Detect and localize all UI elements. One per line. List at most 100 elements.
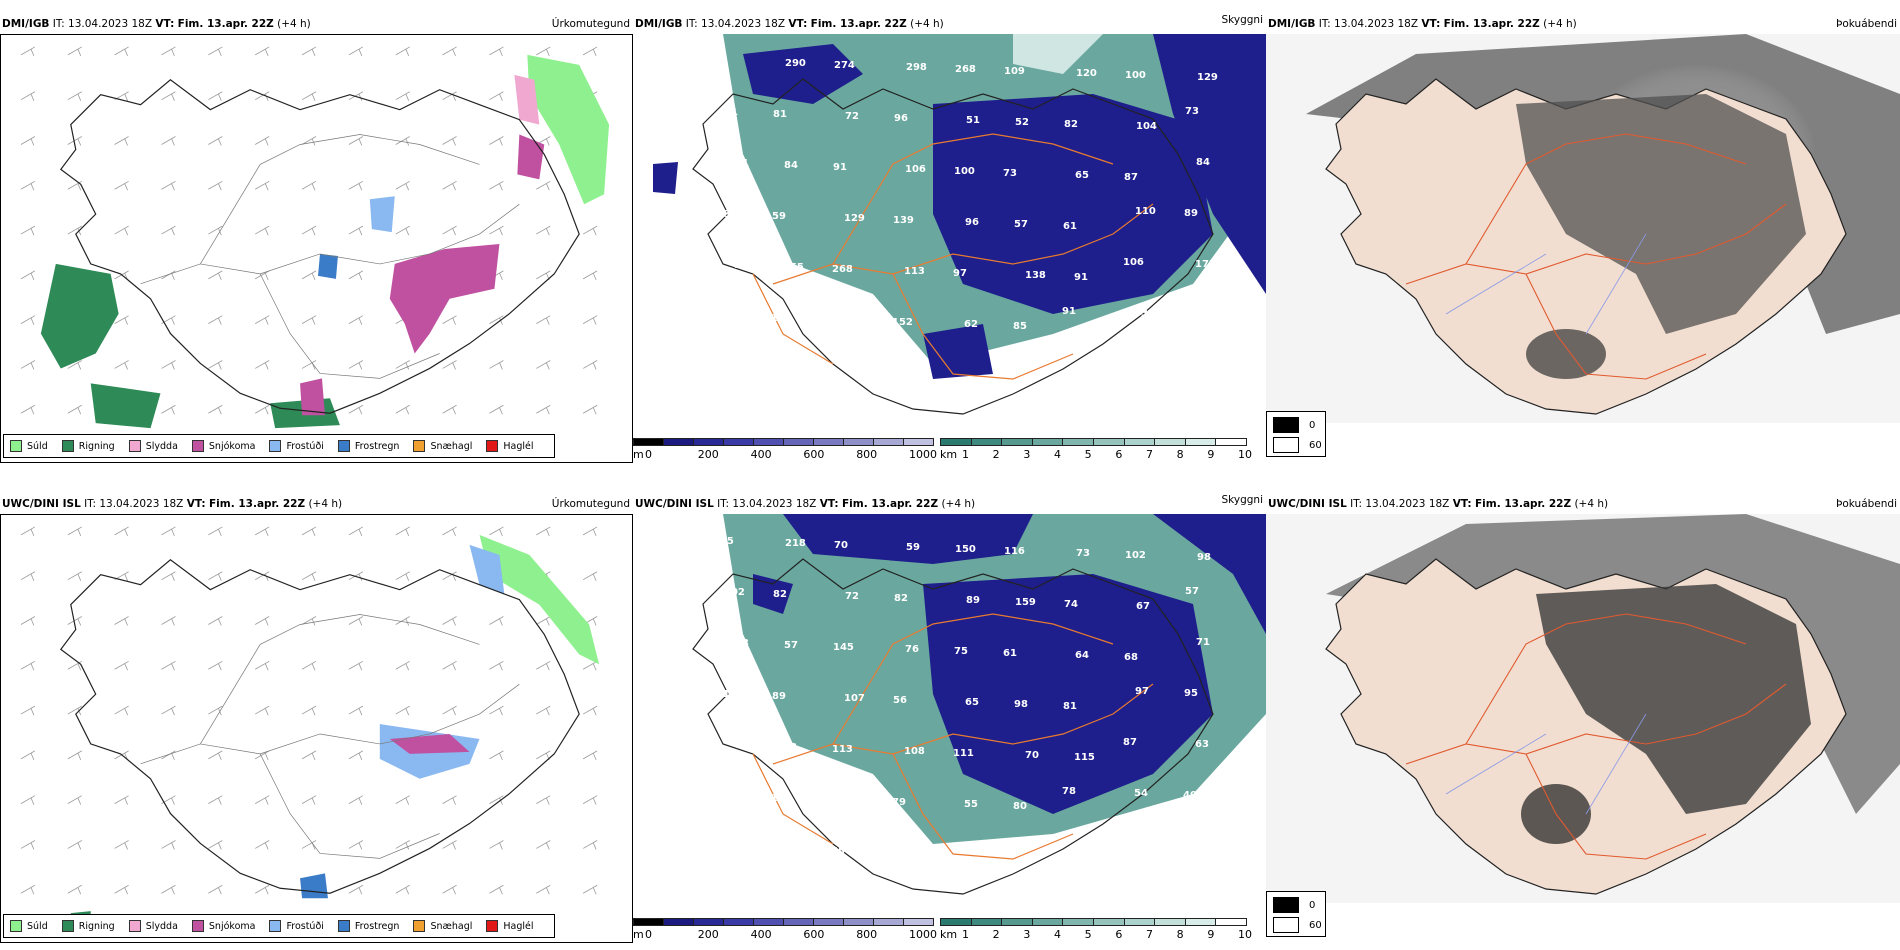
- colorbar-segment: [1215, 438, 1247, 446]
- cloud-base-value: 138: [1025, 270, 1046, 281]
- wind-barb-icon: [442, 705, 457, 716]
- wind-barb-icon: [254, 705, 270, 716]
- wind-barb-icon: [442, 136, 457, 146]
- wind-barb-icon: [536, 660, 551, 671]
- init-time: IT: 13.04.2023 18Z: [84, 498, 184, 510]
- cloud-base-value: 102: [1125, 550, 1146, 561]
- cloud-base-value: 61: [1063, 221, 1077, 232]
- legend-label: Frostregn: [354, 440, 400, 452]
- cloud-base-value: 96: [965, 217, 979, 228]
- legend-item: Haglél: [486, 440, 534, 452]
- wind-barb-icon: [489, 180, 504, 191]
- wind-barb-icon: [208, 795, 223, 805]
- cloud-base-value: 59: [772, 211, 786, 222]
- wind-barb-icon: [208, 270, 223, 281]
- wind-barb-icon: [20, 91, 36, 101]
- colorbar-tick-label: 2: [992, 448, 1000, 461]
- legend-label: Snæhagl: [430, 440, 473, 452]
- wind-barb-icon: [395, 225, 410, 236]
- cloud-base-value: 298: [906, 62, 927, 73]
- panel-header: UWC/DINI ISL IT: 13.04.2023 18Z VT: Fim.…: [0, 494, 633, 514]
- cloud-base-value: 100: [1125, 70, 1146, 81]
- colorbar-segment: [1093, 438, 1125, 446]
- wind-barb-icon: [208, 750, 223, 761]
- wind-barb-icon: [348, 571, 364, 581]
- wind-barb-icon: [20, 180, 36, 191]
- wind-barb-icon: [208, 526, 223, 537]
- cloud-base-colorbar: m 0 200 400 600 800 1000: [633, 918, 937, 943]
- colorbar-segment: [1001, 438, 1033, 446]
- colorbar-tick-label: 0: [645, 928, 652, 941]
- colorbar-segment: [873, 918, 904, 926]
- cloud-base-value: 106: [905, 164, 926, 175]
- cloud-base-panel-top: DMI/IGB IT: 13.04.2023 18Z VT: Fim. 13.a…: [633, 14, 1266, 463]
- cloud-base-value: 81: [773, 109, 787, 120]
- product-type: Þokuábendi: [1836, 498, 1897, 510]
- cloud-base-value: 268: [955, 64, 976, 75]
- legend-swatch: [486, 440, 499, 452]
- wind-barb-icon: [254, 660, 270, 671]
- wind-barb-icon: [161, 315, 176, 325]
- cloud-base-value: 91: [1062, 306, 1076, 317]
- wind-barb-icon: [582, 270, 598, 281]
- wind-barb-icon: [67, 360, 82, 370]
- wind-barb-icon: [161, 750, 176, 761]
- wind-barb-icon: [536, 225, 551, 236]
- cloud-base-value: 106: [1123, 257, 1144, 268]
- wind-barb-icon: [348, 180, 364, 191]
- cloud-base-labels: 195 218 70 59 150 116 73 102 98 102 82 72 82 89 159 74 6…: [713, 536, 1211, 857]
- wind-barb-icon: [582, 795, 598, 805]
- colorbar-segment: [1154, 918, 1186, 926]
- drizzle-area-ne: [527, 54, 610, 205]
- wind-barb-icon: [114, 840, 129, 850]
- colorbar-tick-label: 9: [1207, 448, 1215, 461]
- wind-barb-icon: [536, 360, 551, 370]
- wind-barb-icon: [348, 750, 364, 761]
- colorbar-segment: [693, 438, 724, 446]
- wind-barb-icon: [348, 795, 364, 805]
- cloud-base-value: 155: [783, 262, 804, 273]
- wind-barb-icon: [442, 884, 457, 895]
- wind-barb-icon: [301, 225, 317, 236]
- wind-barb-icon: [254, 91, 270, 101]
- fog-legend-item: 60: [1273, 917, 1322, 933]
- panel-header: UWC/DINI ISL IT: 13.04.2023 18Z VT: Fim.…: [633, 494, 1266, 514]
- cloud-base-value: 98: [1014, 699, 1028, 710]
- wind-barb-icon: [161, 884, 176, 895]
- wind-barb-icon: [208, 840, 223, 850]
- cloud-base-value: 112: [734, 260, 755, 271]
- wind-barb-icon: [208, 315, 223, 325]
- model-name: UWC/DINI ISL: [1268, 498, 1347, 510]
- fog-legend-swatch: [1273, 897, 1299, 913]
- legend-label: Frostregn: [354, 920, 400, 932]
- colorbar-segment: [663, 438, 694, 446]
- cloud-base-value: 150: [955, 544, 976, 555]
- wind-barb-icon: [67, 571, 82, 581]
- legend-swatch: [10, 440, 22, 452]
- cloud-base-value: 274: [834, 60, 855, 71]
- wind-barb-icon: [208, 136, 223, 146]
- colorbar-segment: [1154, 438, 1186, 446]
- wind-barb-icon: [20, 571, 36, 581]
- colorbar-segment: [903, 438, 934, 446]
- cloud-base-map-svg: 195 218 70 59 150 116 73 102 98 102 82 72 82 89 159 74 6…: [692, 514, 1266, 895]
- cloud-base-value: 65: [831, 846, 845, 857]
- legend-item: Snjókoma: [191, 440, 255, 452]
- cloud-base-value: 72: [845, 591, 859, 602]
- roads: [1405, 613, 1787, 860]
- valid-time: Fim. 13.apr. 22Z: [841, 498, 939, 510]
- wind-barb-icon: [161, 225, 176, 236]
- wind-barb-icon: [536, 616, 551, 626]
- wind-barb-icon: [442, 46, 457, 57]
- cloud-base-value: 129: [844, 213, 865, 224]
- colorbar-tick-label: 600: [803, 928, 825, 941]
- wind-barb-icon: [114, 136, 129, 146]
- wind-barb-icon: [67, 46, 82, 57]
- colorbar-segment: [723, 918, 754, 926]
- wind-barb-icon: [442, 315, 457, 325]
- wind-barb-icon: [395, 840, 410, 850]
- wind-barb-icon: [536, 404, 551, 415]
- cloud-base-value: 84: [1196, 157, 1210, 168]
- wind-barb-icon: [161, 270, 176, 281]
- cloud-base-colorbar: m 0 200 400 600 800 1000: [633, 438, 937, 463]
